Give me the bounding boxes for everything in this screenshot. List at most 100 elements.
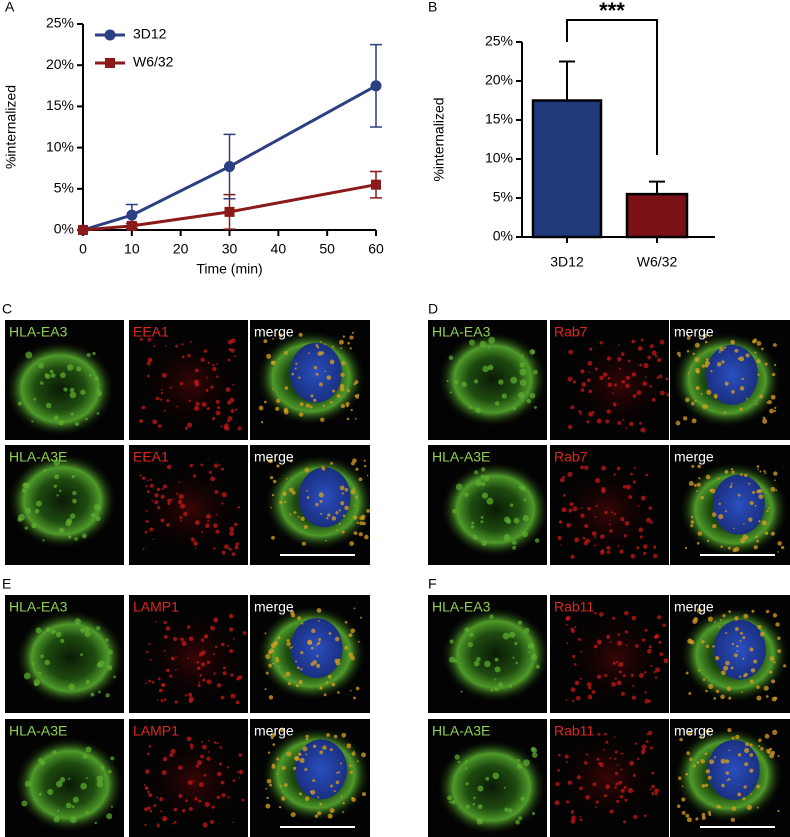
y-tick-label: 25% <box>46 15 74 31</box>
channel-label: Rab7 <box>554 324 588 340</box>
micrograph <box>550 320 669 440</box>
y-tick-label: 10% <box>46 138 74 154</box>
nucleus <box>707 739 760 800</box>
x-tick-label: W6/32 <box>637 254 678 270</box>
y-tick-label: 0% <box>54 221 74 237</box>
channel-label: merge <box>674 599 714 615</box>
channel-label: HLA-EA3 <box>9 599 68 615</box>
point <box>224 161 235 173</box>
channel-label: HLA-A3E <box>432 449 490 465</box>
channel-label: LAMP1 <box>133 723 179 739</box>
channel-label: merge <box>674 449 714 465</box>
y-tick-label: 15% <box>46 97 74 113</box>
point <box>78 225 88 235</box>
micrograph <box>129 719 248 837</box>
channel-label: merge <box>674 324 714 340</box>
micrograph <box>428 445 547 565</box>
x-tick-label: 60 <box>368 241 384 257</box>
channel-label: HLA-A3E <box>9 449 67 465</box>
y-axis-label: %internalized <box>431 97 447 181</box>
nucleus <box>706 344 759 405</box>
bar <box>625 192 689 239</box>
micrograph <box>428 719 547 837</box>
channel-label: Rab7 <box>554 449 588 465</box>
micrograph <box>5 719 124 837</box>
legend-marker <box>105 58 115 68</box>
channel-label: Rab11 <box>554 723 594 739</box>
y-tick-label: 15% <box>485 111 513 127</box>
micrograph <box>129 320 248 440</box>
y-tick-label: 20% <box>485 72 513 88</box>
micrograph <box>550 445 669 565</box>
panel-letter: E <box>2 576 11 592</box>
channel-label: merge <box>254 599 294 615</box>
micrograph <box>428 595 547 713</box>
point <box>126 209 138 221</box>
channel-label: EEA1 <box>133 449 169 465</box>
channel-label: merge <box>254 449 294 465</box>
point <box>126 220 137 231</box>
error-bar <box>649 180 665 195</box>
y-tick-label: 5% <box>54 180 74 196</box>
y-tick-label: 5% <box>493 189 513 205</box>
panel-letter: F <box>428 576 437 592</box>
channel-label: HLA-EA3 <box>9 324 68 340</box>
series-line <box>82 183 377 232</box>
y-tick-label: 25% <box>485 33 513 49</box>
channel-label: HLA-EA3 <box>432 599 491 615</box>
channel-label: LAMP1 <box>133 599 179 615</box>
micrograph <box>129 445 248 565</box>
point <box>224 206 235 217</box>
panel-letter: C <box>2 301 12 317</box>
channel-label: HLA-EA3 <box>432 324 491 340</box>
legend-label: 3D12 <box>133 26 167 42</box>
error-bar <box>559 60 575 101</box>
x-tick-label: 20 <box>173 241 189 257</box>
channel-label: HLA-A3E <box>9 723 67 739</box>
micrograph <box>550 595 669 713</box>
micrograph <box>428 320 547 440</box>
micrograph <box>250 445 370 565</box>
channel-label: merge <box>254 324 294 340</box>
channel-label: HLA-A3E <box>432 723 490 739</box>
significance-bracket <box>566 19 658 155</box>
panel-letter: A <box>5 0 15 15</box>
micrograph <box>5 595 124 713</box>
bar <box>531 99 603 239</box>
micrograph <box>670 320 790 440</box>
x-tick-label: 30 <box>222 241 238 257</box>
micrograph <box>250 320 370 440</box>
series-line <box>82 84 377 232</box>
legend-marker <box>104 29 116 41</box>
micrograph <box>5 320 124 440</box>
micrograph <box>670 445 790 565</box>
nucleus <box>713 619 766 680</box>
x-tick-label: 40 <box>271 241 287 257</box>
nucleus <box>298 467 351 528</box>
micrograph <box>670 595 790 713</box>
micrograph <box>550 719 669 837</box>
micrograph <box>5 445 124 565</box>
y-axis-label: %internalized <box>3 85 19 169</box>
panel-letter: B <box>428 0 437 15</box>
point <box>370 80 382 92</box>
y-tick-label: 10% <box>485 150 513 166</box>
y-tick-label: 0% <box>493 228 513 244</box>
x-tick-label: 0 <box>79 241 87 257</box>
x-tick-label: 10 <box>124 241 140 257</box>
micrograph <box>250 595 370 713</box>
micrograph <box>129 595 248 713</box>
nucleus <box>295 739 348 800</box>
legend-label: W6/32 <box>133 54 174 70</box>
x-tick-label: 50 <box>319 241 335 257</box>
x-tick-label: 3D12 <box>550 254 584 270</box>
point <box>371 179 381 190</box>
x-axis-label: Time (min) <box>196 261 262 277</box>
channel-label: merge <box>254 723 294 739</box>
y-tick-label: 20% <box>46 56 74 72</box>
micrograph <box>250 719 370 837</box>
significance-label: *** <box>599 0 625 23</box>
channel-label: Rab11 <box>554 599 594 615</box>
nucleus <box>289 342 342 403</box>
